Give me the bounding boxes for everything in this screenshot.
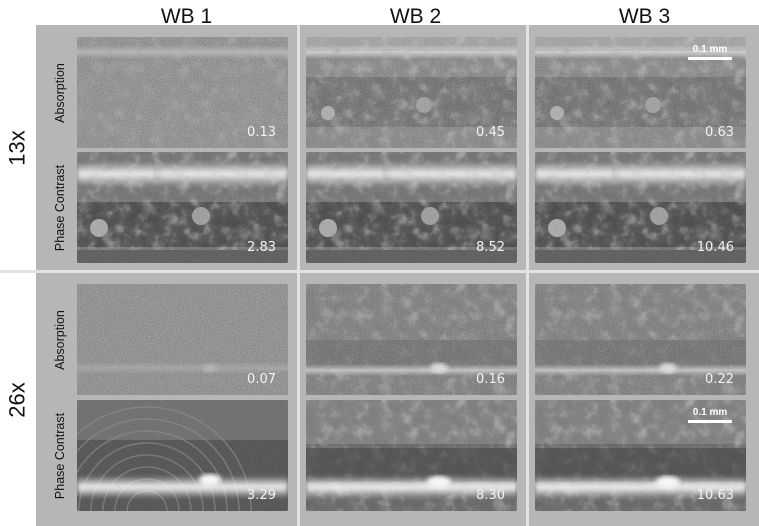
scale-bar-label: 0.1 mm [692,407,728,418]
panel-value: 0.45 [476,125,505,140]
image-panel-26x-phase-wb2: 8.30 [306,400,517,511]
panel-value: 10.46 [696,240,734,255]
magnification-label: 13x [4,129,30,166]
column-header-wb3: WB 3 [618,5,671,28]
column-separator-1 [297,25,300,526]
scale-bar: 0.1 mm [688,44,732,60]
row-label-13x-absorption: Absorption [53,62,68,123]
image-panel-26x-phase-wb3: 0.1 mm 10.63 [535,400,746,511]
row-label-26x-phase: Phase Contrast [53,412,68,499]
image-panel-26x-absorption-wb1: 0.07 [77,284,288,395]
image-panel-13x-absorption-wb1: 0.13 [77,37,288,148]
image-panel-26x-phase-wb1: 3.29 [77,400,288,511]
panel-value: 0.63 [705,125,734,140]
panel-value: 8.30 [476,488,505,503]
column-separator-2 [526,25,529,526]
panel-value: 3.29 [247,488,276,503]
panel-value: 0.22 [705,372,734,387]
image-panel-26x-absorption-wb3: 0.22 [535,284,746,395]
group-separator [0,270,759,273]
group-label-26x: 26x [0,273,36,526]
scale-bar-label: 0.1 mm [692,44,728,55]
row-label-13x-phase: Phase Contrast [53,164,68,251]
image-panel-13x-phase-wb1: 2.83 [77,152,288,263]
scale-bar-line [688,420,732,423]
image-panel-13x-phase-wb3: 10.46 [535,152,746,263]
scale-bar-line [688,57,732,60]
column-header-wb2: WB 2 [389,5,442,28]
row-label-26x-absorption: Absorption [53,309,68,370]
panel-value: 0.07 [247,372,276,387]
magnification-label: 26x [4,381,30,418]
panel-value: 2.83 [247,240,276,255]
image-panel-26x-absorption-wb2: 0.16 [306,284,517,395]
image-panel-13x-phase-wb2: 8.52 [306,152,517,263]
group-label-13x: 13x [0,25,36,270]
column-header-wb1: WB 1 [160,5,213,28]
panel-value: 8.52 [476,240,505,255]
panel-value: 0.16 [476,372,505,387]
panel-value: 0.13 [247,125,276,140]
scale-bar: 0.1 mm [688,407,732,423]
image-panel-13x-absorption-wb2: 0.45 [306,37,517,148]
image-panel-13x-absorption-wb3: 0.1 mm 0.63 [535,37,746,148]
panel-value: 10.63 [696,488,734,503]
